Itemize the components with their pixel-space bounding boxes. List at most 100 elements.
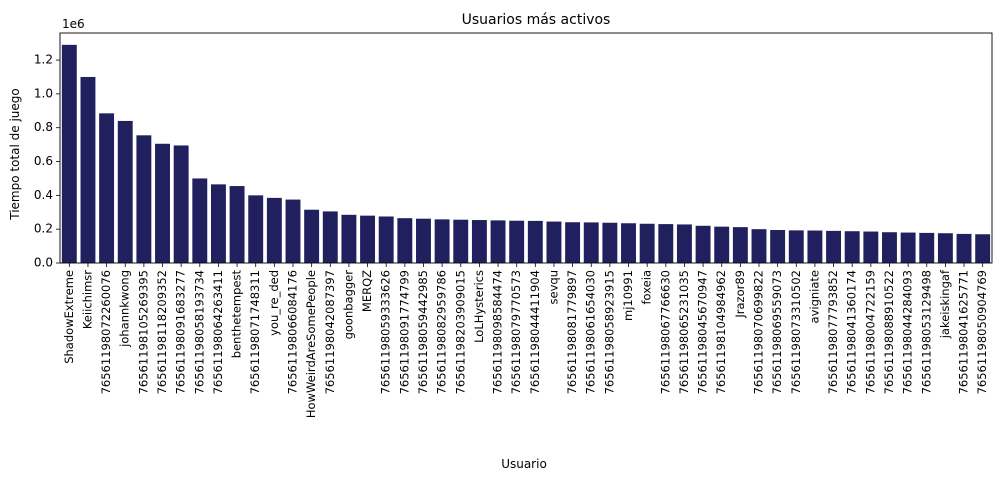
x-tick-label: 76561198058193734: [192, 270, 206, 394]
bar: [248, 195, 264, 263]
y-tick-label: 1.2: [34, 53, 53, 67]
bar: [826, 230, 842, 263]
bar: [99, 113, 115, 263]
bar: [416, 218, 431, 263]
bar: [658, 224, 674, 263]
bar: [919, 232, 935, 263]
bar: [210, 184, 226, 263]
x-tick-label: 76561198118209352: [155, 270, 169, 394]
bar: [975, 234, 991, 263]
x-tick-label: benthetempest: [230, 270, 244, 359]
chart-title: Usuarios más activos: [462, 12, 611, 28]
x-tick-label: 76561198004722159: [863, 270, 877, 394]
bar: [322, 211, 338, 263]
x-tick-label: you_re_ded: [267, 270, 281, 336]
x-tick-label: ShadowExtreme: [62, 270, 76, 364]
x-tick-label: HowWeirdAreSomePeople: [304, 270, 318, 418]
x-tick-label: 76561198077793852: [826, 270, 840, 394]
x-tick-label: mj10991: [621, 270, 635, 321]
plot-frame: [59, 32, 993, 264]
bar: [266, 197, 282, 263]
x-tick-label: 76561198088910522: [882, 270, 896, 394]
x-tick-label: 76561198059333626: [379, 270, 393, 394]
bar: [695, 225, 711, 263]
x-tick-label: johannkwong: [118, 270, 132, 348]
bar: [639, 223, 655, 263]
bar: [583, 222, 599, 263]
bar: [956, 233, 972, 263]
y-axis-ticks: 0.0 0.2 0.4 0.6 0.8 1.0 1.2: [34, 53, 60, 270]
x-tick-label: 76561198079770573: [509, 270, 523, 394]
x-tick-label: jakeiskingaf: [938, 269, 952, 339]
x-tick-label: Jrazor89: [733, 270, 747, 319]
x-tick-label: 76561198044284093: [901, 270, 915, 394]
bar: [453, 219, 469, 263]
x-tick-label: LoLHysterics: [472, 270, 486, 343]
x-tick-label: 76561198041360174: [845, 270, 859, 394]
x-tick-label: MERQZ: [360, 270, 374, 312]
x-tick-label: 76561198070699822: [752, 270, 766, 394]
x-tick-label: goonbagger: [341, 270, 355, 340]
bar: [61, 44, 77, 264]
x-tick-label: 76561198058923915: [602, 270, 616, 394]
x-tick-label: foxeia: [640, 270, 654, 305]
x-tick-label: 76561198082959786: [435, 270, 449, 394]
x-tick-label: 76561198044411904: [528, 270, 542, 394]
bar: [863, 231, 879, 263]
bar: [676, 224, 692, 263]
x-tick-label: 76561198105269395: [136, 270, 150, 394]
bar: [434, 219, 450, 263]
x-tick-label: 76561198104984962: [714, 270, 728, 394]
bar: [546, 221, 562, 263]
x-tick-label: 76561198203909015: [453, 270, 467, 394]
bar: [751, 229, 767, 263]
bar: [732, 227, 748, 263]
bar: [304, 209, 320, 263]
x-tick-label: 76561198073310502: [789, 270, 803, 394]
bar: [509, 220, 525, 263]
x-tick-label: 76561198069559073: [770, 270, 784, 394]
bar: [341, 214, 357, 263]
bar: [527, 220, 543, 263]
y-tick-label: 0.4: [34, 188, 53, 202]
bar: [844, 231, 860, 263]
bar-group: [61, 44, 991, 264]
bar: [471, 220, 487, 263]
x-tick-label: 76561198042087397: [323, 270, 337, 394]
bar: [155, 143, 170, 263]
y-offset-label: 1e6: [62, 17, 85, 31]
x-tick-label: 76561198081779897: [565, 270, 579, 394]
x-tick-label: 76561198091774799: [397, 270, 411, 394]
x-tick-label: 76561198071748311: [248, 270, 262, 394]
bar: [602, 222, 618, 263]
x-tick-label: 76561198050904769: [975, 270, 989, 394]
bar: [80, 76, 96, 263]
bar: [882, 232, 897, 263]
bar: [173, 145, 189, 263]
bar: [229, 186, 245, 263]
x-axis-label: Usuario: [501, 457, 547, 471]
bar: [770, 230, 786, 263]
x-tick-label: 76561198066084176: [286, 270, 300, 394]
y-tick-label: 1.0: [34, 86, 53, 100]
bar: [937, 233, 953, 263]
x-tick-label: 76561198098584474: [491, 270, 505, 394]
x-tick-label: 76561198041625771: [957, 270, 971, 394]
x-tick-label: 76561198067766630: [658, 270, 672, 394]
bar: [490, 220, 506, 263]
x-tick-label: 76561198065231035: [677, 270, 691, 394]
x-tick-label: 76561198091683277: [174, 270, 188, 394]
x-tick-label: 76561198059442985: [416, 270, 430, 394]
bar: [900, 232, 916, 263]
y-tick-label: 0.0: [34, 256, 53, 270]
x-axis-ticks: ShadowExtreme Keiichimsr 76561198072260076…: [62, 263, 989, 418]
x-tick-label: Keiichimsr: [80, 270, 94, 329]
bar: [192, 178, 208, 263]
x-tick-label: 76561198045670947: [696, 270, 710, 394]
bar: [397, 218, 413, 263]
bar: [714, 226, 730, 263]
y-tick-label: 0.6: [34, 154, 53, 168]
x-tick-label: 76561198061654030: [584, 270, 598, 394]
x-tick-label: 76561198053129498: [919, 270, 933, 394]
bar: [360, 215, 376, 263]
